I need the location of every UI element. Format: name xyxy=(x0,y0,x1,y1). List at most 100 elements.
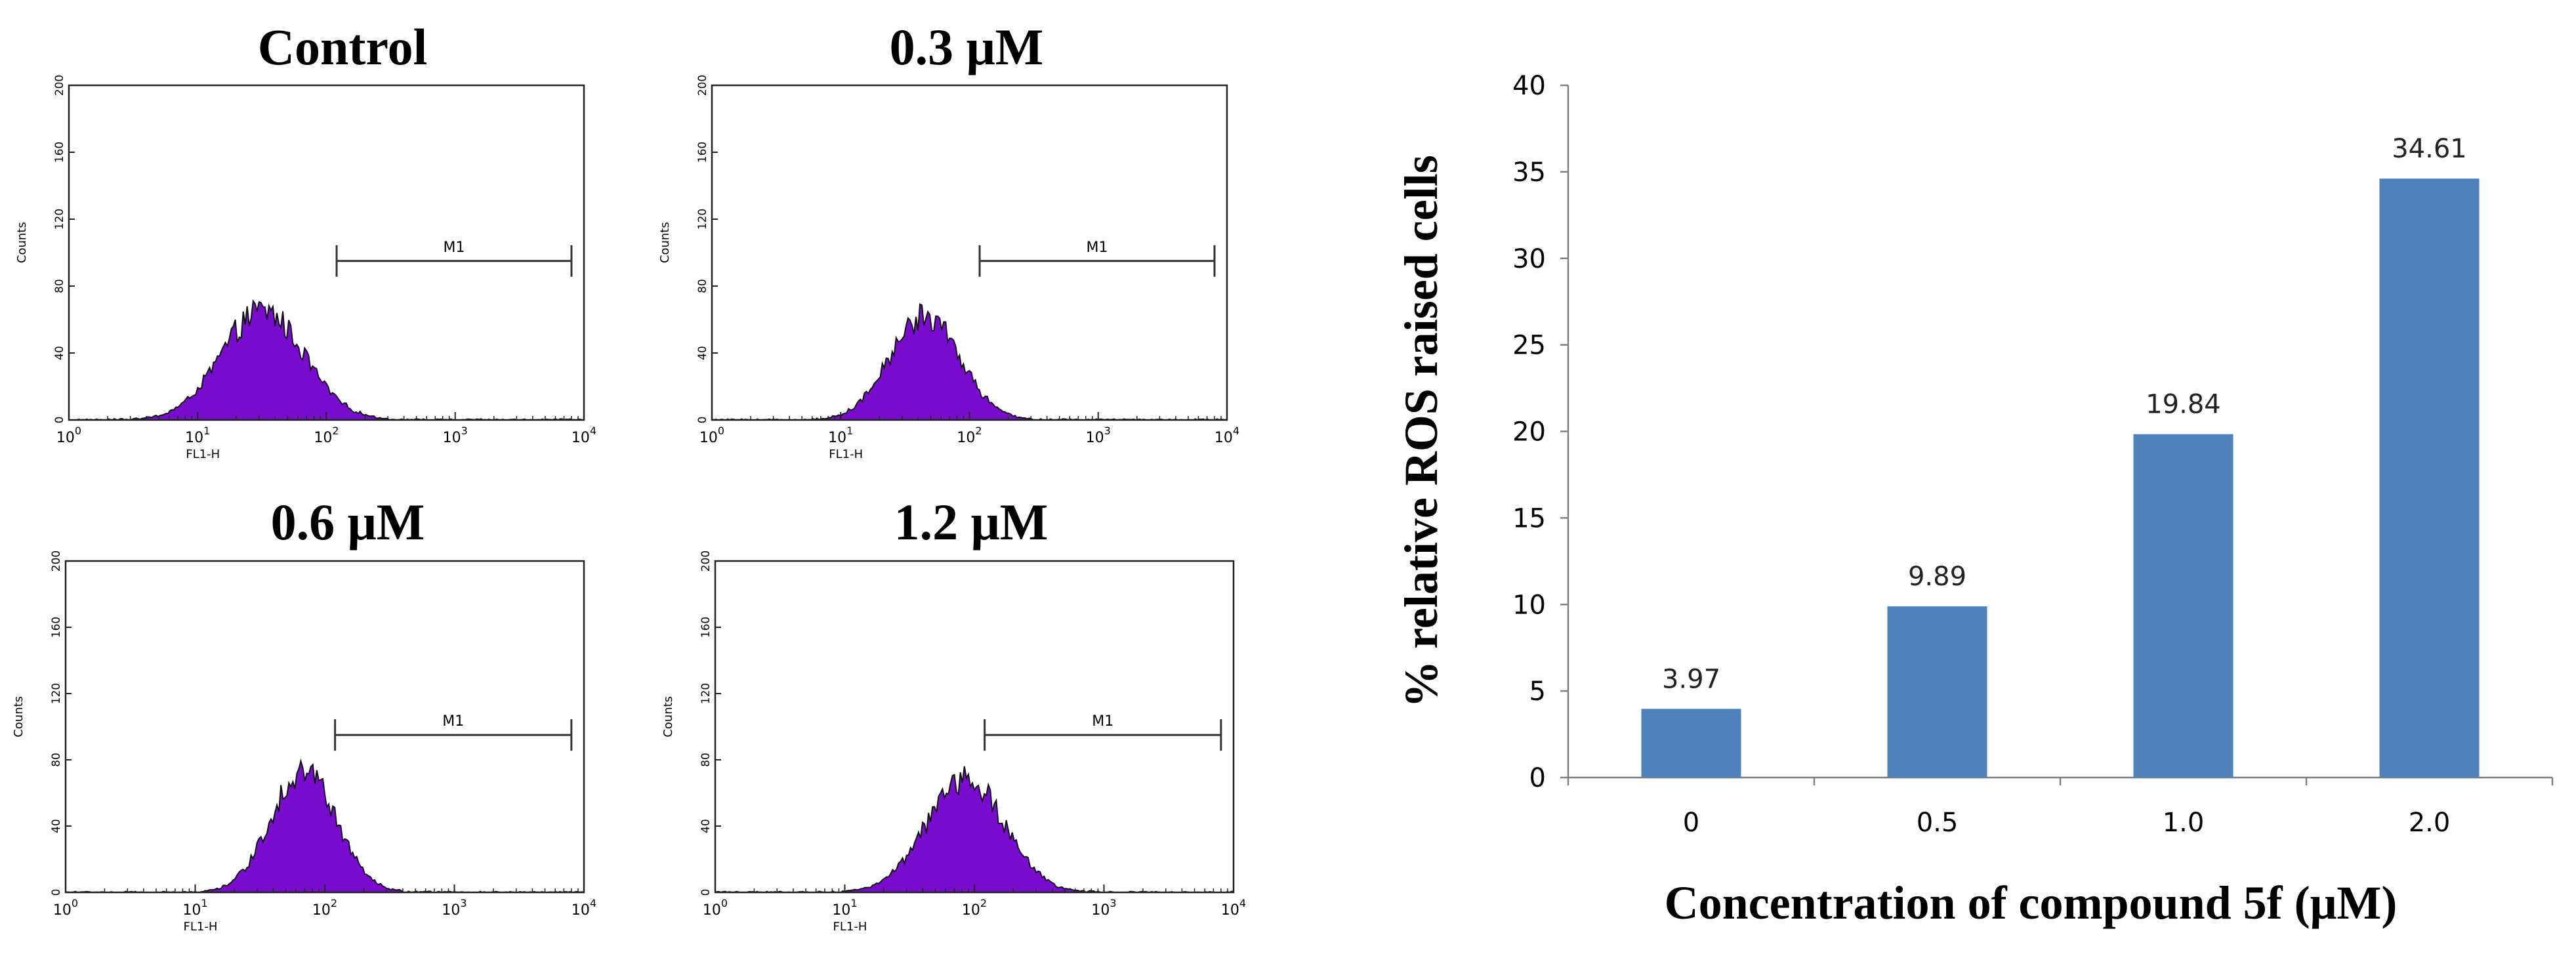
histogram-y-tick-label: 40 xyxy=(699,819,713,833)
histogram-x-tick-label: 101 xyxy=(182,897,207,919)
tick-exponent: 1 xyxy=(201,897,207,909)
histogram-x-tick-label: 104 xyxy=(571,425,596,446)
histogram-y-tick-label: 120 xyxy=(53,209,66,230)
bar xyxy=(2133,434,2233,778)
histogram-title: 0.3 μM xyxy=(890,18,1044,75)
tick-base: 10 xyxy=(1221,902,1239,919)
tick-exponent: 2 xyxy=(332,425,339,437)
histogram-y-tick-label: 0 xyxy=(50,889,63,896)
tick-base: 10 xyxy=(443,430,461,446)
bar-chart-y-tick-label: 5 xyxy=(1529,676,1546,707)
histogram-x-tick-label: 100 xyxy=(56,425,81,446)
bar-chart-y-tick-label: 20 xyxy=(1512,417,1546,447)
tick-exponent: 1 xyxy=(850,897,857,909)
bar-chart-y-tick-label: 15 xyxy=(1512,503,1546,533)
tick-exponent: 4 xyxy=(590,425,596,437)
gate-marker-label: M1 xyxy=(444,239,465,256)
tick-base: 10 xyxy=(571,902,590,919)
gate-marker-label: M1 xyxy=(442,713,464,730)
histogram-x-tick-label: 103 xyxy=(442,897,467,919)
histogram-y-tick-label: 80 xyxy=(53,279,66,293)
tick-exponent: 0 xyxy=(75,425,81,437)
bar-chart-y-tick-label: 35 xyxy=(1512,157,1546,188)
tick-exponent: 1 xyxy=(203,425,210,437)
histogram-x-tick-label: 102 xyxy=(312,897,337,919)
histogram-x-tick-label: 101 xyxy=(185,425,210,446)
tick-base: 10 xyxy=(1215,430,1233,446)
bar xyxy=(1641,709,1741,778)
histogram-y-tick-label: 200 xyxy=(696,75,709,96)
histogram-y-axis-label: Counts xyxy=(658,222,672,263)
histogram-y-tick-label: 200 xyxy=(53,75,66,96)
bar-chart-y-axis-title: % relative ROS raised cells xyxy=(1395,155,1447,708)
histogram-x-tick-label: 103 xyxy=(1086,425,1111,446)
tick-base: 10 xyxy=(1086,430,1104,446)
gate-marker-label: M1 xyxy=(1092,713,1113,730)
tick-exponent: 4 xyxy=(590,897,596,909)
tick-base: 10 xyxy=(1091,902,1110,919)
bar-chart-y-tick-label: 25 xyxy=(1512,331,1546,361)
tick-exponent: 2 xyxy=(980,897,987,909)
histogram-x-tick-label: 102 xyxy=(957,425,982,446)
histogram-y-tick-label: 120 xyxy=(699,683,713,704)
tick-base: 10 xyxy=(314,430,332,446)
histogram-y-tick-label: 160 xyxy=(53,142,66,163)
tick-base: 10 xyxy=(962,902,980,919)
bar-category-label: 1.0 xyxy=(2163,808,2205,838)
tick-base: 10 xyxy=(53,902,72,919)
histogram-y-axis-label: Counts xyxy=(15,222,29,263)
histogram-y-axis-label: Counts xyxy=(661,696,675,738)
histogram-title: Control xyxy=(258,18,428,75)
tick-base: 10 xyxy=(832,902,850,919)
tick-base: 10 xyxy=(182,902,201,919)
histogram-x-tick-label: 102 xyxy=(962,897,987,919)
tick-base: 10 xyxy=(56,430,75,446)
bar-category-label: 0 xyxy=(1683,808,1699,838)
histogram-y-tick-label: 40 xyxy=(50,819,63,833)
histogram-y-tick-label: 120 xyxy=(696,209,709,230)
gate-marker-label: M1 xyxy=(1087,239,1108,256)
bar-chart-y-tick-label: 40 xyxy=(1512,71,1546,101)
tick-exponent: 3 xyxy=(1104,425,1111,437)
histogram-title: 1.2 μM xyxy=(894,493,1049,551)
bar-value-label: 9.89 xyxy=(1908,562,1966,592)
histogram-y-tick-label: 0 xyxy=(699,889,713,896)
histogram-title: 0.6 μM xyxy=(271,493,425,551)
tick-exponent: 3 xyxy=(460,897,467,909)
tick-exponent: 2 xyxy=(975,425,982,437)
tick-exponent: 0 xyxy=(718,425,724,437)
tick-exponent: 3 xyxy=(1110,897,1116,909)
histogram-x-axis-label: FL1-H xyxy=(186,447,220,461)
histogram-x-axis-label: FL1-H xyxy=(833,920,867,934)
bar-chart-y-tick-label: 10 xyxy=(1512,590,1546,620)
histogram-x-tick-label: 104 xyxy=(571,897,596,919)
tick-base: 10 xyxy=(312,902,331,919)
tick-exponent: 4 xyxy=(1233,425,1239,437)
histogram-y-tick-label: 200 xyxy=(699,551,713,572)
bar-value-label: 19.84 xyxy=(2146,390,2221,420)
histogram-x-tick-label: 104 xyxy=(1215,425,1239,446)
histogram-x-tick-label: 101 xyxy=(832,897,857,919)
bar-chart-x-axis-title: Concentration of compound 5f (μM) xyxy=(1665,877,2398,929)
histogram-y-tick-label: 200 xyxy=(50,551,63,572)
tick-exponent: 3 xyxy=(461,425,468,437)
histogram-y-tick-label: 80 xyxy=(50,753,63,767)
bar-category-label: 0.5 xyxy=(1917,808,1959,838)
histogram-y-tick-label: 80 xyxy=(696,279,709,293)
tick-base: 10 xyxy=(571,430,590,446)
histogram-y-tick-label: 0 xyxy=(696,417,709,424)
histogram-x-tick-label: 102 xyxy=(314,425,339,446)
histogram-x-axis-label: FL1-H xyxy=(829,447,863,461)
ros-bar-chart: 0 5 10 15 20 25 30 35 40 3.97 0 9.89 0.5 19.84 1.0 34.6… xyxy=(1395,71,2554,929)
bar-category-label: 2.0 xyxy=(2409,808,2451,838)
tick-base: 10 xyxy=(957,430,975,446)
histogram-x-tick-label: 100 xyxy=(53,897,78,919)
histogram-y-axis-label: Counts xyxy=(12,696,26,738)
bar-chart-y-tick-label: 30 xyxy=(1512,244,1546,274)
histogram-y-tick-label: 40 xyxy=(53,346,66,360)
